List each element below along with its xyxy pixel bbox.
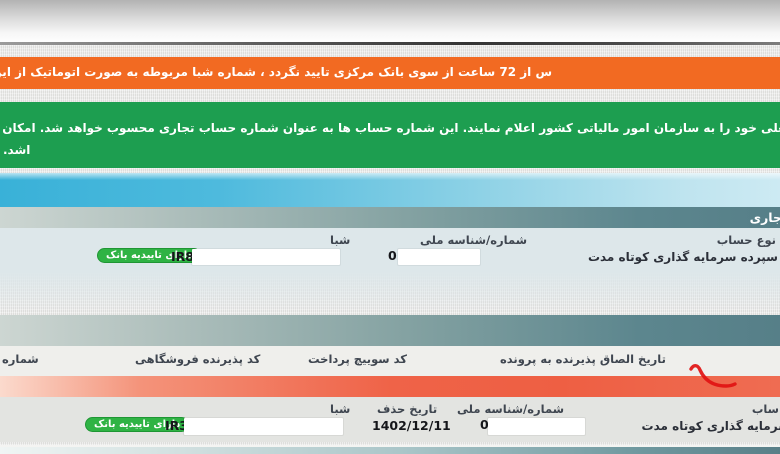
iban-prefix: IR3 [165, 418, 188, 433]
national-id-redaction-box [398, 249, 480, 265]
bottom-gradient-bar [0, 447, 780, 454]
green-info-banner: ی بانکی مورد استفاده برای فعالیت شغلی خو… [0, 102, 780, 168]
column-header-switch-code: کد سوییچ پرداخت [308, 352, 407, 366]
account-type-value: سرمایه گذاری کوتاه مدت [641, 419, 780, 433]
accounts-header-cyan-band [0, 173, 780, 207]
chrome-divider-line [0, 42, 780, 45]
accounts-table-fade [0, 272, 780, 312]
orange-warning-banner: س از 72 ساعت از سوی بانک مرکزی تایید نگر… [0, 57, 780, 89]
column-header-attach-date: تاریخ الصاق پذیرنده به پرونده [500, 352, 666, 366]
column-header-account-type: نوع حساب [716, 233, 776, 247]
orange-warning-text: س از 72 ساعت از سوی بانک مرکزی تایید نگر… [0, 65, 552, 79]
top-chrome-area [0, 0, 780, 42]
bottom-gap [0, 445, 780, 447]
column-header-number: شماره [2, 352, 39, 366]
red-pen-annotation-icon [689, 364, 737, 388]
national-id-redaction-box [488, 418, 585, 435]
national-id-value: 0 [480, 417, 489, 432]
deleted-section-band [0, 376, 780, 397]
column-header-sheba: شبا [330, 233, 351, 247]
accounts-group-label: جاری [749, 210, 780, 225]
green-info-line2: اشد. [3, 143, 31, 157]
accounts-group-band: جاری [0, 207, 780, 228]
national-id-value: 0 [388, 248, 397, 263]
deleted-column-header-account: ساب [751, 402, 779, 416]
green-info-line1: ی بانکی مورد استفاده برای فعالیت شغلی خو… [0, 121, 780, 135]
merchant-columns-row [0, 346, 780, 376]
account-type-value: سپرده سرمایه گذاری کوتاه مدت [587, 250, 778, 264]
delete-date-value: 1402/12/11 [372, 418, 451, 433]
iban-redaction-box [184, 418, 343, 435]
iban-redaction-box [192, 249, 340, 265]
column-header-merchant-code: کد پذیرنده فروشگاهی [135, 352, 261, 366]
deleted-column-header-national-id: شماره/شناسه ملی [457, 402, 565, 416]
deleted-column-header-sheba: شبا [330, 402, 351, 416]
deleted-column-header-delete-date: تاریخ حذف [377, 402, 438, 416]
column-header-national-id: شماره/شناسه ملی [420, 233, 528, 247]
merchant-section-band [0, 315, 780, 346]
iban-prefix: IR8 [171, 249, 194, 264]
